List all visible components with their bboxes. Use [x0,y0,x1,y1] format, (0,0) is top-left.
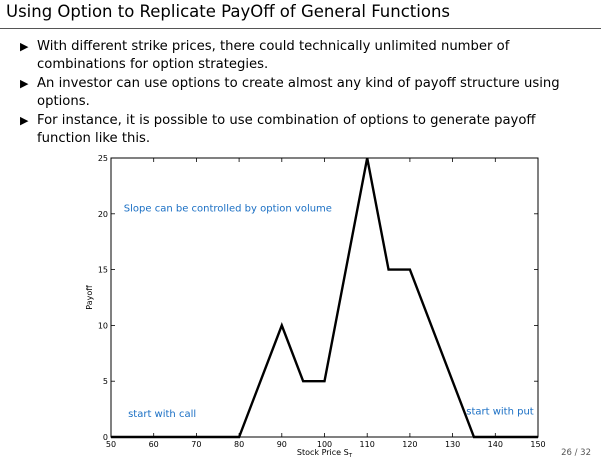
x-tick-label: 130 [445,440,460,449]
plot-area-frame [111,158,538,437]
x-axis-label: Stock Price ST [297,448,353,457]
chart-annotation: start with call [128,409,196,420]
y-tick-label: 25 [98,154,108,163]
x-axis-label-text: Stock Price S [297,448,349,457]
x-tick-label: 60 [149,440,159,449]
y-tick-label: 15 [98,266,108,275]
x-tick-label: 80 [234,440,244,449]
chart-annotation: Slope can be controlled by option volume [124,204,332,215]
x-tick-label: 140 [488,440,503,449]
x-tick-label: 70 [191,440,201,449]
x-axis-label-subscript: T [348,453,353,457]
y-tick-label: 20 [98,210,108,219]
chart-annotation: start with put [466,407,534,418]
x-tick-label: 120 [402,440,417,449]
y-tick-label: 5 [103,377,108,386]
y-tick-label: 0 [103,433,108,442]
y-axis-label: Payoff [85,285,94,310]
payoff-series-line [111,158,538,437]
y-tick-label: 10 [98,321,108,330]
x-tick-label: 110 [360,440,375,449]
x-tick-label: 150 [530,440,545,449]
x-tick-label: 90 [277,440,287,449]
